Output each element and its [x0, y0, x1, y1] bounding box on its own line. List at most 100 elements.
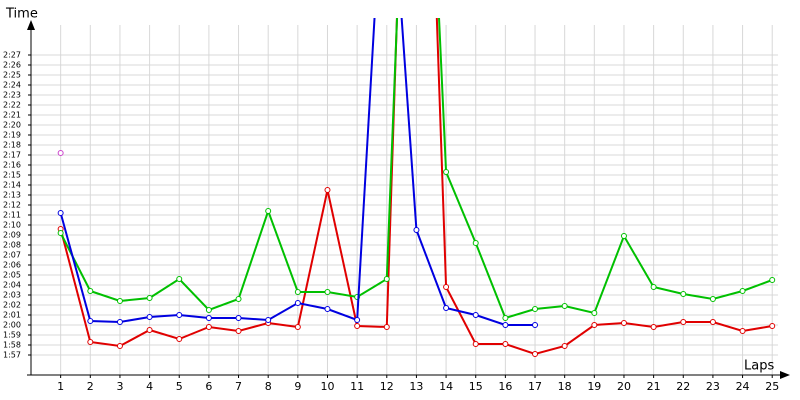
- point: [650, 324, 657, 330]
- x-tick-label: 14: [439, 380, 453, 393]
- point: [235, 328, 242, 334]
- point: [472, 240, 479, 246]
- point: [294, 324, 301, 330]
- y-tick-label: 2:05: [3, 271, 21, 280]
- y-tick-label: 2:22: [3, 101, 21, 110]
- y-tick-label: 2:16: [3, 161, 21, 170]
- x-tick-label: 18: [558, 380, 572, 393]
- point: [205, 324, 212, 330]
- point: [502, 315, 509, 321]
- y-axis-label: Time: [5, 7, 38, 22]
- point: [57, 210, 64, 216]
- x-tick-label: 23: [706, 380, 720, 393]
- y-tick-label: 2:19: [3, 131, 21, 140]
- point: [294, 289, 301, 295]
- point: [472, 312, 479, 318]
- y-tick-label: 2:15: [3, 171, 21, 180]
- point: [502, 341, 509, 347]
- x-tick-label: 5: [176, 380, 183, 393]
- point: [146, 327, 153, 333]
- point: [324, 187, 331, 193]
- point: [443, 284, 450, 290]
- point: [205, 307, 212, 313]
- point: [383, 276, 390, 282]
- y-tick-label: 2:27: [3, 51, 21, 60]
- point: [561, 303, 568, 309]
- y-tick-label: 2:01: [3, 311, 21, 320]
- point: [591, 322, 598, 328]
- y-tick-label: 2:08: [3, 241, 21, 250]
- plot-area: [57, 18, 776, 357]
- x-tick-label: 22: [676, 380, 690, 393]
- y-tick-label: 2:18: [3, 141, 21, 150]
- point: [235, 315, 242, 321]
- y-tick-label: 2:00: [3, 321, 21, 330]
- grid: [31, 25, 778, 375]
- x-tick-label: 13: [409, 380, 423, 393]
- x-tick-label: 2: [87, 380, 94, 393]
- y-tick-label: 1:59: [3, 331, 21, 340]
- y-tick-label: 1:58: [3, 341, 21, 350]
- y-tick-label: 2:09: [3, 231, 21, 240]
- point: [324, 306, 331, 312]
- y-tick-label: 2:17: [3, 151, 21, 160]
- point: [443, 169, 450, 175]
- y-tick-label: 2:23: [3, 91, 21, 100]
- x-tick-label: 12: [380, 380, 394, 393]
- y-tick-label: 2:14: [3, 181, 21, 190]
- x-tick-label: 1: [57, 380, 64, 393]
- point: [87, 288, 94, 294]
- point: [324, 289, 331, 295]
- point: [354, 317, 361, 323]
- point: [383, 324, 390, 330]
- y-tick-label: 2:21: [3, 111, 21, 120]
- point: [709, 319, 716, 325]
- point: [176, 336, 183, 342]
- x-tick-label: 21: [647, 380, 661, 393]
- x-tick-label: 20: [617, 380, 631, 393]
- point: [532, 322, 539, 328]
- point: [116, 319, 123, 325]
- point: [146, 295, 153, 301]
- x-tick-label: 17: [528, 380, 542, 393]
- x-tick-label: 6: [205, 380, 212, 393]
- x-tick-label: 16: [498, 380, 512, 393]
- y-tick-label: 2:04: [3, 281, 21, 290]
- point: [650, 284, 657, 290]
- x-tick-label: 9: [294, 380, 301, 393]
- point: [265, 208, 272, 214]
- point: [294, 300, 301, 306]
- point: [532, 306, 539, 312]
- y-tick-label: 2:03: [3, 291, 21, 300]
- point: [561, 343, 568, 349]
- y-tick-label: 2:24: [3, 81, 21, 90]
- point: [87, 339, 94, 345]
- x-tick-label: 25: [765, 380, 779, 393]
- point: [502, 322, 509, 328]
- point: [265, 317, 272, 323]
- point: [87, 318, 94, 324]
- y-tick-label: 2:10: [3, 221, 21, 230]
- point: [205, 315, 212, 321]
- point: [769, 323, 776, 329]
- x-axis-label: Laps: [744, 359, 774, 374]
- point: [532, 351, 539, 357]
- x-tick-label: 4: [146, 380, 153, 393]
- point: [57, 230, 64, 236]
- x-axis-arrow: [780, 371, 790, 379]
- x-tick-label: 7: [235, 380, 242, 393]
- point: [443, 305, 450, 311]
- x-tick-label: 24: [736, 380, 750, 393]
- point: [57, 150, 64, 156]
- point: [176, 312, 183, 318]
- y-tick-label: 2:02: [3, 301, 21, 310]
- point: [620, 320, 627, 326]
- y-tick-label: 2:11: [3, 211, 21, 220]
- point: [176, 276, 183, 282]
- x-tick-label: 8: [265, 380, 272, 393]
- point: [472, 341, 479, 347]
- point: [413, 227, 420, 233]
- x-tick-label: 10: [320, 380, 334, 393]
- point: [709, 296, 716, 302]
